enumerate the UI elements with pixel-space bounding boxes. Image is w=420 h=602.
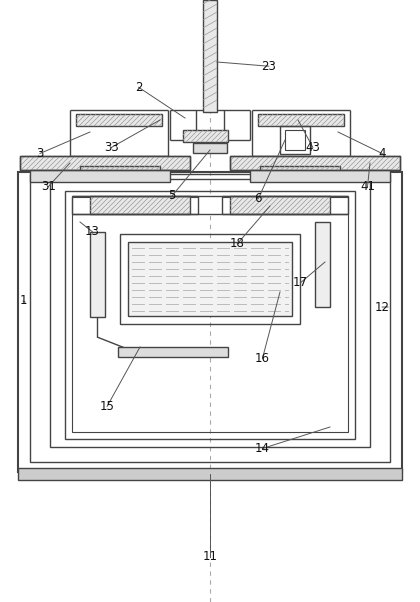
- Bar: [30, 174, 390, 462]
- Text: 18: 18: [230, 237, 245, 250]
- Text: 11: 11: [202, 550, 218, 563]
- Bar: [183, 130, 228, 142]
- Bar: [90, 232, 105, 317]
- Bar: [65, 191, 355, 439]
- Bar: [72, 197, 348, 432]
- Text: 43: 43: [305, 141, 320, 154]
- Text: 1: 1: [19, 294, 27, 308]
- Bar: [280, 126, 310, 154]
- Bar: [260, 166, 340, 174]
- Text: 4: 4: [378, 147, 386, 160]
- Bar: [72, 196, 348, 214]
- Text: 2: 2: [135, 81, 142, 94]
- Bar: [230, 156, 400, 170]
- Text: 16: 16: [255, 352, 270, 365]
- Bar: [250, 170, 390, 182]
- Bar: [285, 130, 305, 150]
- Bar: [120, 234, 300, 324]
- Text: 31: 31: [41, 180, 56, 193]
- Bar: [90, 196, 190, 214]
- Bar: [30, 170, 170, 182]
- Bar: [20, 156, 190, 170]
- Text: 17: 17: [293, 276, 308, 290]
- Text: 33: 33: [104, 141, 119, 154]
- Text: 5: 5: [168, 189, 176, 202]
- Bar: [193, 143, 227, 153]
- Bar: [76, 114, 162, 126]
- Bar: [258, 114, 344, 126]
- Bar: [50, 179, 370, 447]
- Text: 12: 12: [375, 300, 390, 314]
- Bar: [18, 468, 402, 480]
- Text: 13: 13: [85, 225, 100, 238]
- Text: 15: 15: [100, 400, 115, 413]
- Bar: [118, 347, 228, 357]
- Bar: [80, 166, 160, 174]
- Bar: [20, 156, 190, 170]
- Bar: [230, 156, 400, 170]
- Bar: [203, 0, 217, 112]
- Text: 41: 41: [360, 180, 375, 193]
- Text: 14: 14: [255, 442, 270, 455]
- Bar: [315, 222, 330, 307]
- Bar: [230, 196, 330, 214]
- Bar: [198, 196, 222, 214]
- Text: 3: 3: [36, 147, 44, 160]
- Bar: [128, 242, 292, 316]
- Bar: [18, 172, 402, 472]
- Text: 23: 23: [261, 60, 276, 73]
- Text: 6: 6: [255, 192, 262, 205]
